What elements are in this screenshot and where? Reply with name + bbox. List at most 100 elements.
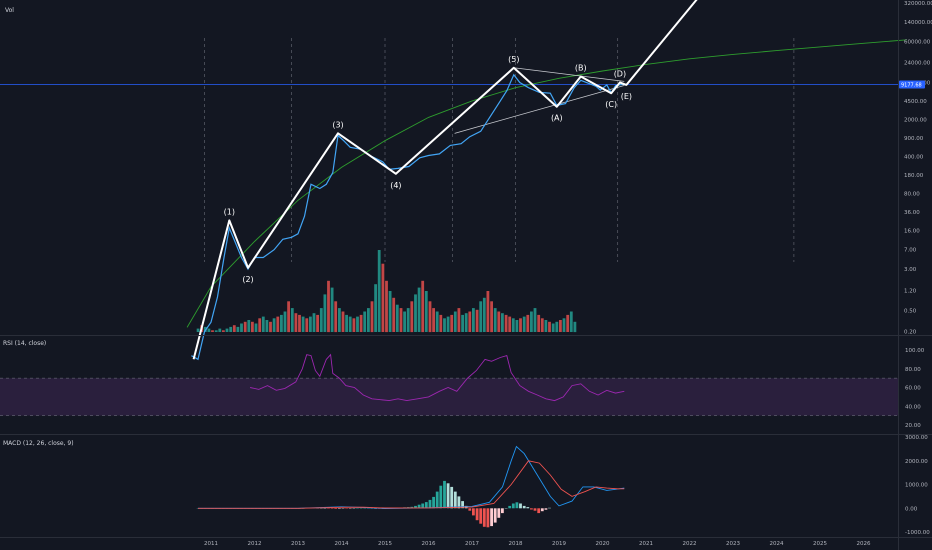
macd-pane: MACD (12, 26, close, 9) 3000.00 2000.00 10… xyxy=(3,435,930,536)
macd-histogram-bar xyxy=(530,508,533,510)
rsi-tick-label: 20.00 xyxy=(905,423,921,429)
volume-bar xyxy=(385,280,388,333)
price-tick-label: 140000.00 xyxy=(904,20,932,26)
macd-histogram-bar xyxy=(486,508,490,528)
volume-bar xyxy=(276,316,280,332)
volume-bar xyxy=(450,314,454,332)
price-tick-label: 400.00 xyxy=(904,155,924,161)
volume-bar xyxy=(395,304,399,332)
main-pane-label: Vol xyxy=(5,7,14,14)
volume-bar xyxy=(251,321,254,333)
time-tick-label: 2022 xyxy=(683,541,697,547)
time-tick-label: 2025 xyxy=(813,541,827,547)
volume-bar xyxy=(453,311,457,332)
volume-bar xyxy=(403,311,406,332)
volume-bar xyxy=(424,291,428,332)
volume-bar xyxy=(312,313,316,332)
volume-bar xyxy=(236,326,240,332)
macd-histogram-bar xyxy=(338,508,341,509)
cycle-markers xyxy=(204,38,795,262)
volume-bar xyxy=(526,314,530,332)
macd-histogram-bar xyxy=(424,502,428,509)
volume-bar xyxy=(222,330,225,332)
wave-label: (D) xyxy=(614,70,626,79)
volume-bar xyxy=(272,318,276,332)
time-tick-label: 2016 xyxy=(422,541,436,547)
time-tick-label: 2019 xyxy=(552,541,566,547)
price-tick-label: 0.20 xyxy=(904,330,917,336)
macd-histogram-bar xyxy=(417,504,421,509)
macd-histogram-bar xyxy=(414,505,417,509)
time-tick-label: 2023 xyxy=(726,541,740,547)
wave-label: (C) xyxy=(605,100,617,109)
volume-bar xyxy=(363,311,367,332)
price-tick-label: 60000.00 xyxy=(904,39,931,45)
volume-bar xyxy=(432,308,435,332)
macd-histogram-bar xyxy=(548,507,551,509)
wave-label: (3) xyxy=(332,120,343,129)
volume-bar xyxy=(555,321,559,333)
macd-histogram-bar xyxy=(533,508,537,511)
signal-line xyxy=(198,460,625,509)
rsi-tick-label: 80.00 xyxy=(905,367,921,373)
volume-bar xyxy=(490,301,493,333)
macd-histogram-bar xyxy=(537,508,541,514)
volume-bar xyxy=(479,301,483,333)
volume-bar xyxy=(356,316,359,332)
macd-histogram-bar xyxy=(490,508,493,527)
macd-histogram-bar xyxy=(446,483,450,509)
volume-bar xyxy=(569,311,573,332)
macd-line xyxy=(198,445,625,509)
rsi-tick-label: 100.00 xyxy=(905,348,925,354)
elliott-wave-line xyxy=(192,0,698,360)
macd-histogram-bar xyxy=(461,501,464,509)
volume-bar xyxy=(269,321,272,333)
volume-bar xyxy=(464,313,468,332)
volume-bar xyxy=(254,323,258,332)
wave-label: (E) xyxy=(621,92,632,101)
volume-bar xyxy=(417,287,421,332)
macd-histogram-bar xyxy=(511,503,515,509)
volume-bar xyxy=(334,301,338,333)
macd-histogram-bar xyxy=(493,508,497,523)
time-tick-label: 2013 xyxy=(291,541,305,547)
volume-bar xyxy=(468,311,472,332)
volume-bar xyxy=(551,323,555,332)
volume-bar xyxy=(301,316,305,332)
macd-tick-label: 2000.00 xyxy=(905,459,928,465)
time-tick-label: 2026 xyxy=(857,541,871,547)
macd-histogram-bar xyxy=(334,508,338,509)
time-tick-label: 2015 xyxy=(378,541,392,547)
macd-histogram-bar xyxy=(450,486,454,509)
volume-bar xyxy=(367,308,370,332)
volume-bar xyxy=(446,316,450,332)
macd-histogram-bar xyxy=(443,480,446,509)
volume-bar xyxy=(533,308,537,332)
price-tick-label: 320000.00 xyxy=(904,1,932,7)
price-tick-label: 900.00 xyxy=(904,136,924,142)
macd-histogram-bar xyxy=(482,508,486,527)
volume-bar xyxy=(196,328,200,332)
volume-bar xyxy=(341,311,345,332)
macd-histogram-bar xyxy=(468,508,472,511)
time-tick-label: 2021 xyxy=(639,541,653,547)
macd-histogram-bar xyxy=(475,508,479,521)
price-tick-label: 1.20 xyxy=(904,288,917,294)
volume-bar xyxy=(573,321,577,333)
price-tick-label: 80.00 xyxy=(904,192,920,198)
volume-bar xyxy=(319,308,323,332)
volume-bar xyxy=(562,318,566,332)
growth-curve xyxy=(186,39,908,328)
macd-histogram xyxy=(196,480,551,528)
volume-bar xyxy=(559,320,562,332)
time-axis[interactable]: 2011 2012 2013 2014 2015 2016 2017 2018 2019 2020… xyxy=(204,541,871,547)
price-axis[interactable]: 320000.00140000.0060000.0024000.0010000.… xyxy=(899,1,932,336)
wave-label: (1) xyxy=(224,207,235,216)
volume-bar xyxy=(211,330,214,332)
volume-bar xyxy=(519,318,522,332)
macd-histogram-bar xyxy=(330,508,334,509)
volume-bar xyxy=(475,309,479,332)
macd-histogram-bar xyxy=(522,505,526,509)
volume-bar xyxy=(421,280,425,333)
volume-bar xyxy=(240,323,243,332)
